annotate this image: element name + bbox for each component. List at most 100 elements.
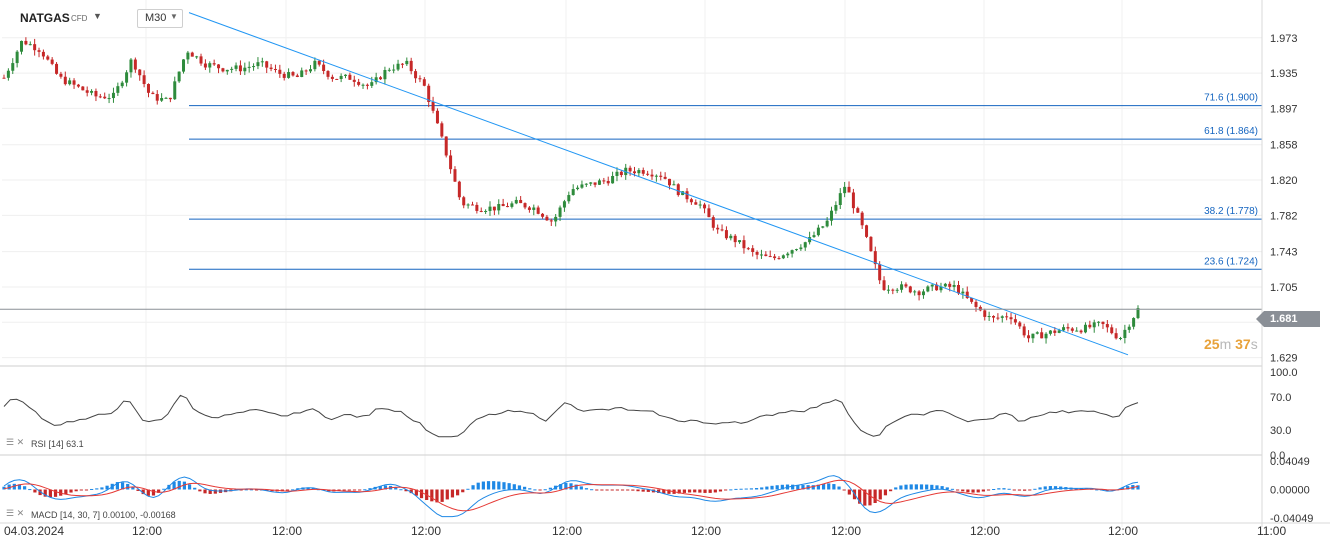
macd-histogram-bar: [481, 481, 485, 490]
candle-body: [597, 180, 601, 185]
macd-histogram-bar: [95, 488, 99, 490]
candle-body: [1079, 330, 1083, 333]
candle-body: [593, 182, 597, 185]
macd-histogram-bar: [749, 488, 754, 490]
macd-histogram-bar: [507, 483, 511, 490]
candle-body: [1013, 319, 1017, 323]
time-tick-label: 12:00: [831, 524, 861, 538]
time-tick-label: 12:00: [1108, 524, 1138, 538]
candle-body: [488, 206, 492, 211]
candle-body: [457, 181, 461, 198]
candle-body: [212, 63, 216, 65]
candle-body: [33, 44, 37, 51]
candle-body: [492, 206, 496, 211]
macd-histogram-bar: [23, 486, 27, 490]
chevron-down-icon[interactable]: ▼: [93, 11, 102, 21]
chart-grid: [0, 0, 1330, 527]
candle-body: [1088, 324, 1092, 328]
candle-body: [234, 65, 238, 69]
candle-body: [803, 242, 807, 248]
candle-body: [479, 210, 483, 212]
rsi-settings-icon[interactable]: ☰ ✕: [6, 437, 25, 447]
macd-histogram-bar: [254, 489, 259, 491]
countdown-seconds: 37: [1235, 336, 1251, 352]
candle-body: [133, 59, 137, 70]
candle-body: [282, 73, 286, 78]
rsi-value: 63.1: [66, 439, 84, 449]
candle-body: [15, 51, 19, 64]
macd-histogram-bar: [997, 488, 1001, 490]
candle-body: [24, 40, 28, 45]
candle-body: [300, 70, 304, 77]
candle-body: [637, 170, 641, 174]
candle-body: [619, 171, 623, 176]
candle-body: [869, 236, 873, 252]
macd-histogram-bar: [198, 489, 202, 492]
candle-body: [304, 70, 308, 72]
macd-histogram-bar: [440, 489, 444, 502]
timeframe-select[interactable]: M30 ▼: [137, 9, 183, 28]
macd-histogram-bar: [620, 489, 625, 491]
candle-body: [1005, 316, 1009, 318]
macd-histogram-bar: [662, 489, 666, 494]
macd-histogram-bar: [2, 486, 6, 490]
macd-settings-icon[interactable]: ☰ ✕: [6, 508, 25, 518]
macd-histogram-bar: [517, 485, 522, 490]
candle-body: [103, 96, 107, 99]
macd-line: [3, 475, 1139, 518]
macd-histogram-bar: [950, 488, 955, 490]
candle-body: [956, 285, 960, 294]
candle-body: [1031, 333, 1035, 339]
macd-histogram-bar: [734, 488, 738, 490]
macd-histogram-bar: [899, 485, 903, 490]
macd-histogram-bar: [914, 484, 918, 490]
macd-histogram-bar: [497, 481, 501, 490]
candle-body: [418, 78, 422, 80]
macd-histogram-bar: [187, 484, 192, 490]
candle-body: [1123, 329, 1127, 338]
macd-histogram-bar: [342, 489, 346, 491]
candle-body: [265, 61, 269, 68]
candle-body: [151, 92, 155, 95]
candle-body: [759, 254, 763, 256]
candle-body: [142, 75, 146, 85]
candle-body: [444, 136, 448, 156]
trendline[interactable]: [188, 12, 1129, 356]
candle-body: [935, 284, 939, 291]
instrument-type-label: CFD: [71, 14, 88, 23]
countdown-seconds-unit: s: [1250, 336, 1258, 352]
candle-body: [720, 229, 724, 231]
candle-body: [965, 291, 969, 298]
candle-body: [177, 71, 181, 82]
macd-histogram-bar: [667, 489, 671, 494]
candle-body: [352, 79, 356, 82]
fib-label: 38.2 (1.778): [1204, 206, 1258, 217]
candle-body: [138, 69, 142, 76]
price-tick-label: 1.935: [1270, 68, 1298, 80]
macd-histogram-bar: [775, 485, 779, 490]
macd-histogram-bar: [363, 489, 367, 491]
rsi-panel: 100.0 70.0 30.0 0.0: [3, 367, 1298, 462]
candle-body: [295, 75, 299, 77]
candle-body: [449, 155, 453, 170]
candle-body: [396, 63, 400, 70]
fib-label: 71.6 (1.900): [1204, 93, 1258, 104]
macd-histogram-bar: [291, 489, 295, 491]
candle-body: [217, 64, 221, 69]
macd-histogram-bar: [543, 489, 547, 491]
macd-histogram-bar: [718, 489, 723, 492]
candle-body: [466, 204, 470, 206]
candle-body: [510, 203, 514, 207]
macd-histogram-bar: [512, 484, 516, 490]
macd-histogram-bar: [43, 489, 47, 497]
price-axis: 1.973 1.935 1.897 1.858 1.820 1.782 1.743 1.705…: [1261, 0, 1298, 527]
candle-body: [738, 240, 742, 243]
candle-body: [768, 256, 772, 258]
candle-body: [203, 63, 207, 68]
macd-histogram-bar: [574, 484, 578, 490]
symbol-label[interactable]: NATGAS: [20, 11, 70, 25]
candle-body: [291, 72, 295, 76]
macd-histogram-bar: [419, 489, 424, 499]
candle-body: [129, 59, 133, 73]
